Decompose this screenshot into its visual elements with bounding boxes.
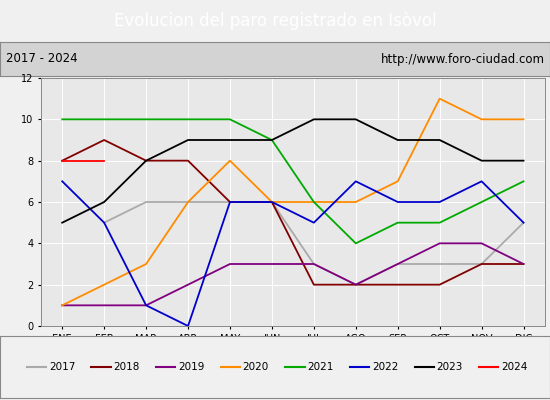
Text: 2024: 2024 — [501, 362, 527, 372]
Text: 2023: 2023 — [437, 362, 463, 372]
Text: 2017: 2017 — [49, 362, 75, 372]
Text: 2018: 2018 — [113, 362, 140, 372]
Text: Evolucion del paro registrado en Isòvol: Evolucion del paro registrado en Isòvol — [114, 12, 436, 30]
Text: 2021: 2021 — [307, 362, 334, 372]
Text: 2019: 2019 — [178, 362, 205, 372]
Text: 2020: 2020 — [243, 362, 269, 372]
Text: 2022: 2022 — [372, 362, 398, 372]
Text: 2017 - 2024: 2017 - 2024 — [6, 52, 77, 66]
Text: http://www.foro-ciudad.com: http://www.foro-ciudad.com — [381, 52, 544, 66]
